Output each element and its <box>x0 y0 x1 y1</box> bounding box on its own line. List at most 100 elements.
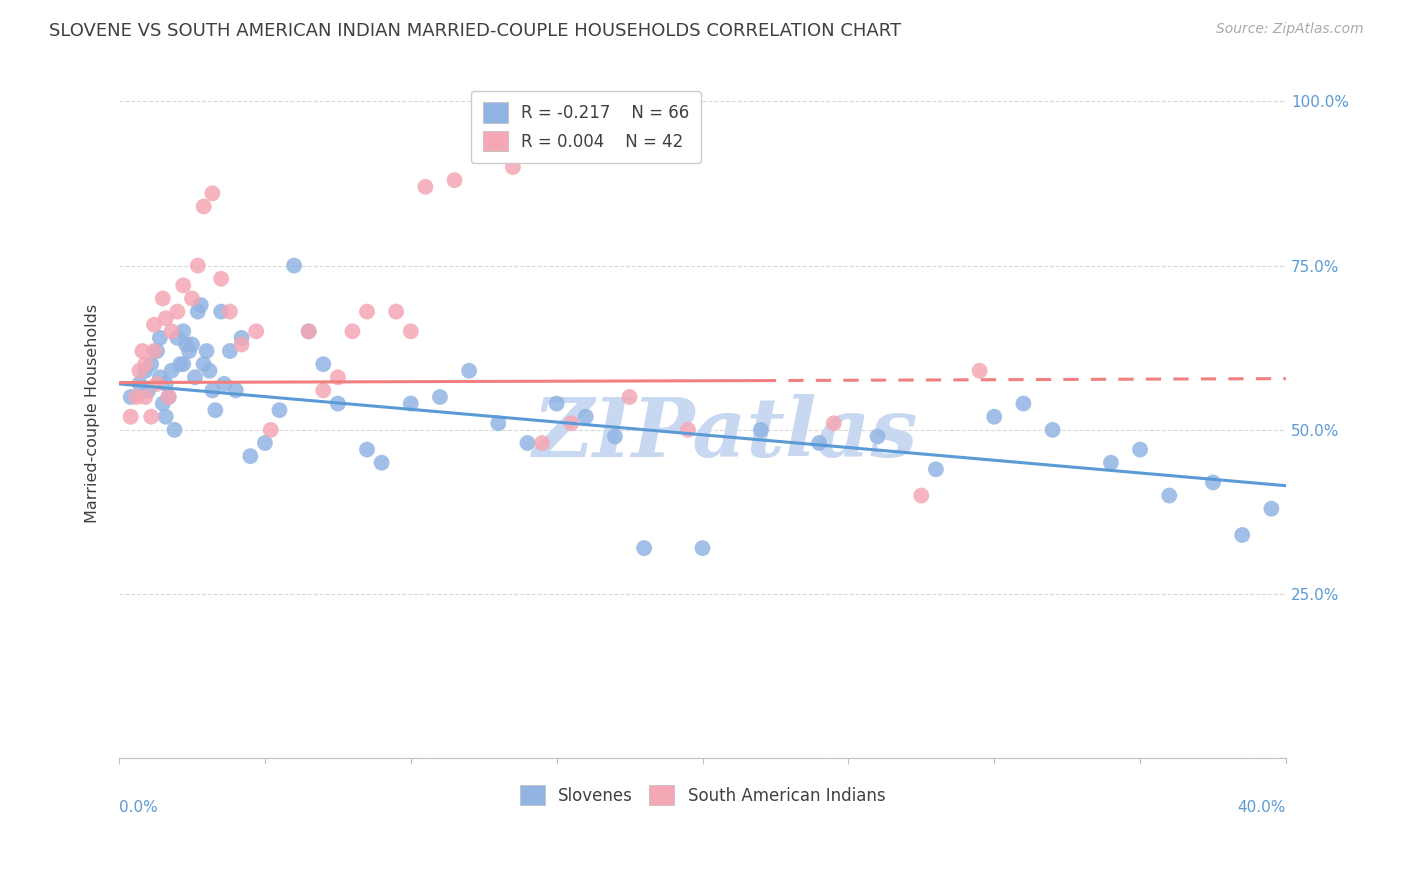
Point <box>910 489 932 503</box>
Point <box>1012 396 1035 410</box>
Point <box>157 390 180 404</box>
Point <box>187 259 209 273</box>
Point <box>603 429 626 443</box>
Point <box>136 384 159 398</box>
Point <box>399 396 422 410</box>
Point <box>193 199 215 213</box>
Point <box>120 409 142 424</box>
Point <box>134 364 156 378</box>
Point <box>212 376 235 391</box>
Point <box>143 318 166 332</box>
Point <box>399 324 422 338</box>
Point <box>385 304 408 318</box>
Point <box>1042 423 1064 437</box>
Point <box>1159 489 1181 503</box>
Point <box>198 364 221 378</box>
Text: Source: ZipAtlas.com: Source: ZipAtlas.com <box>1216 22 1364 37</box>
Point <box>298 324 321 338</box>
Point <box>157 390 180 404</box>
Point <box>312 357 335 371</box>
Point <box>749 423 772 437</box>
Point <box>546 396 568 410</box>
Point <box>356 442 378 457</box>
Point <box>146 376 169 391</box>
Point <box>149 370 172 384</box>
Point <box>184 370 207 384</box>
Point <box>181 337 204 351</box>
Point <box>458 364 481 378</box>
Point <box>239 449 262 463</box>
Point <box>808 436 831 450</box>
Point <box>298 324 321 338</box>
Point <box>160 364 183 378</box>
Point <box>139 357 162 371</box>
Point <box>516 436 538 450</box>
Point <box>172 357 194 371</box>
Point <box>128 364 150 378</box>
Point <box>1099 456 1122 470</box>
Point <box>152 396 174 410</box>
Point <box>163 423 186 437</box>
Point <box>120 390 142 404</box>
Text: SLOVENE VS SOUTH AMERICAN INDIAN MARRIED-COUPLE HOUSEHOLDS CORRELATION CHART: SLOVENE VS SOUTH AMERICAN INDIAN MARRIED… <box>49 22 901 40</box>
Point <box>502 160 524 174</box>
Point <box>692 541 714 555</box>
Text: 0.0%: 0.0% <box>120 800 157 814</box>
Point <box>201 186 224 201</box>
Point <box>125 390 148 404</box>
Y-axis label: Married-couple Households: Married-couple Households <box>86 304 100 523</box>
Point <box>166 304 188 318</box>
Point <box>131 344 153 359</box>
Point <box>633 541 655 555</box>
Point <box>134 390 156 404</box>
Point <box>128 376 150 391</box>
Point <box>1260 501 1282 516</box>
Point <box>155 376 177 391</box>
Point <box>195 344 218 359</box>
Point <box>326 370 349 384</box>
Point <box>139 409 162 424</box>
Point <box>312 384 335 398</box>
Legend: Slovenes, South American Indians: Slovenes, South American Indians <box>513 779 891 812</box>
Point <box>253 436 276 450</box>
Point <box>209 304 232 318</box>
Point <box>326 396 349 410</box>
Point <box>172 324 194 338</box>
Point <box>1230 528 1253 542</box>
Point <box>560 417 582 431</box>
Point <box>149 331 172 345</box>
Point <box>866 429 889 443</box>
Point <box>152 292 174 306</box>
Point <box>155 311 177 326</box>
Point <box>283 259 305 273</box>
Point <box>174 337 197 351</box>
Point <box>231 331 253 345</box>
Point <box>204 403 226 417</box>
Point <box>619 390 641 404</box>
Point <box>531 436 554 450</box>
Text: ZIPatlas: ZIPatlas <box>533 394 918 475</box>
Point <box>187 304 209 318</box>
Point <box>342 324 364 338</box>
Point <box>486 417 509 431</box>
Point <box>219 304 242 318</box>
Point <box>201 384 224 398</box>
Point <box>1129 442 1152 457</box>
Point <box>443 173 465 187</box>
Point <box>415 179 437 194</box>
Point <box>193 357 215 371</box>
Point <box>370 456 392 470</box>
Point <box>983 409 1005 424</box>
Point <box>429 390 451 404</box>
Point <box>190 298 212 312</box>
Point <box>356 304 378 318</box>
Point <box>676 423 699 437</box>
Point <box>260 423 283 437</box>
Point <box>169 357 191 371</box>
Point <box>166 331 188 345</box>
Point <box>155 409 177 424</box>
Point <box>172 278 194 293</box>
Point <box>925 462 948 476</box>
Point <box>231 337 253 351</box>
Point <box>269 403 291 417</box>
